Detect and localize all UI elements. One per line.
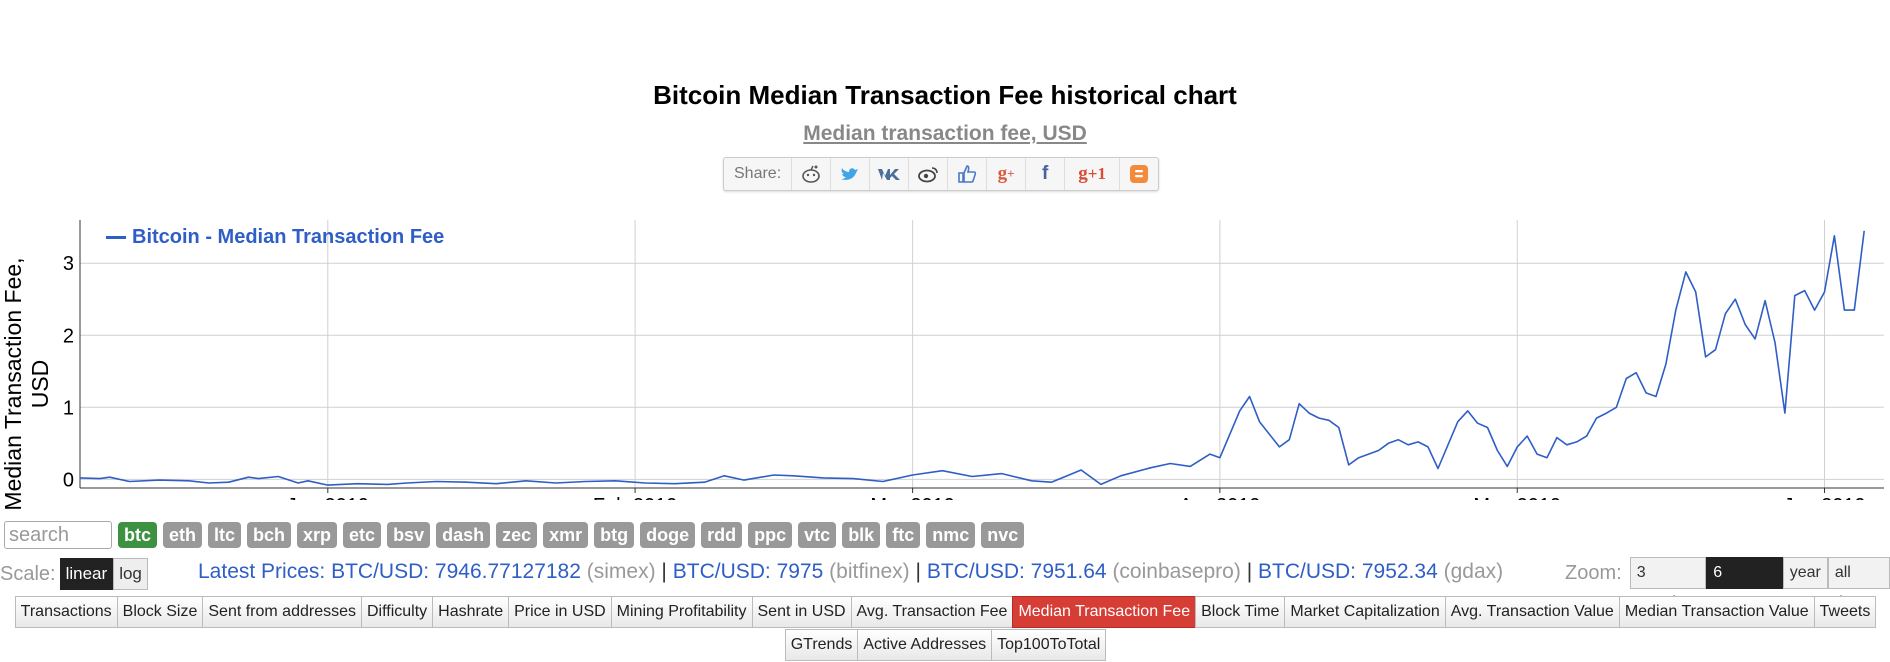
y-tick-label: 0 <box>63 469 74 491</box>
facebook-icon[interactable]: f <box>1026 158 1066 190</box>
price-exchange: (bitfinex) <box>829 560 910 583</box>
tab-market-capitalization[interactable]: Market Capitalization <box>1284 596 1446 628</box>
coin-ppc[interactable]: ppc <box>748 522 793 548</box>
tab-active-addresses[interactable]: Active Addresses <box>857 629 993 661</box>
coin-bsv[interactable]: bsv <box>387 522 431 548</box>
fee-line-chart[interactable]: 0 1 2 3 Jan 2019 Feb 2019 Mar 2019 Apr 2019 May … <box>0 210 1890 500</box>
coin-btc[interactable]: btc <box>118 522 157 548</box>
vk-icon[interactable] <box>870 158 910 190</box>
share-bar: Share: g + f g +1 <box>723 157 1160 191</box>
reddit-icon[interactable] <box>792 158 832 190</box>
coin-ltc[interactable]: ltc <box>208 522 242 548</box>
tab-tweets[interactable]: Tweets <box>1813 596 1877 628</box>
series-line <box>79 230 1865 486</box>
price-exchange: (coinbasepro) <box>1112 560 1241 583</box>
x-tick-label: Feb 2019 <box>593 495 678 500</box>
coin-dash[interactable]: dash <box>436 522 491 548</box>
tab-top100-to-total[interactable]: Top100ToTotal <box>991 629 1107 661</box>
zoom-6-months-button[interactable]: 6 months <box>1706 557 1783 611</box>
scale-control: Scale: linear log <box>0 558 148 590</box>
coin-nmc[interactable]: nmc <box>926 522 976 548</box>
price-exchange: (gdax) <box>1443 560 1504 583</box>
prices-lead: Latest Prices: <box>198 560 326 583</box>
metric-tabs: Transactions Block Size Sent from addres… <box>0 596 1890 662</box>
price-separator: | <box>661 560 667 583</box>
metric-tabs-row: GTrends Active Addresses Top100ToTotal <box>0 629 1890 662</box>
y-tick-label: 1 <box>63 397 74 419</box>
coin-eth[interactable]: eth <box>163 522 202 548</box>
coin-doge[interactable]: doge <box>640 522 696 548</box>
coin-btg[interactable]: btg <box>594 522 635 548</box>
price-separator: | <box>915 560 921 583</box>
tab-block-size[interactable]: Block Size <box>116 596 204 628</box>
tab-gtrends[interactable]: GTrends <box>784 629 859 661</box>
coin-etc[interactable]: etc <box>343 522 382 548</box>
coin-selector: search btc eth ltc bch xrp etc bsv dash … <box>4 521 1030 549</box>
chart-subtitle-link[interactable]: Median transaction fee, USD <box>803 122 1087 145</box>
coin-xrp[interactable]: xrp <box>297 522 338 548</box>
price-pair: BTC/USD: 7946.77127182 <box>331 560 581 583</box>
coin-xmr[interactable]: xmr <box>543 522 589 548</box>
blogger-icon[interactable] <box>1120 158 1158 190</box>
legend-series-name: Bitcoin - Median Transaction Fee <box>132 226 445 248</box>
coin-blk[interactable]: blk <box>842 522 881 548</box>
y-tick-label: 3 <box>63 253 74 275</box>
tab-mining-profitability[interactable]: Mining Profitability <box>610 596 753 628</box>
x-tick-label: Mar 2019 <box>870 495 955 500</box>
tab-avg-transaction-fee[interactable]: Avg. Transaction Fee <box>850 596 1014 628</box>
price-pair: BTC/USD: 7975 <box>672 560 824 583</box>
tab-sent-from-addresses[interactable]: Sent from addresses <box>202 596 362 628</box>
scale-linear-button[interactable]: linear <box>59 558 114 590</box>
coin-bch[interactable]: bch <box>247 522 292 548</box>
tab-median-transaction-fee[interactable]: Median Transaction Fee <box>1012 596 1197 628</box>
metric-tabs-row: Transactions Block Size Sent from addres… <box>0 596 1890 629</box>
tab-transactions[interactable]: Transactions <box>14 596 118 628</box>
share-label: Share: <box>724 158 793 190</box>
like-icon[interactable] <box>948 158 988 190</box>
coin-nvc[interactable]: nvc <box>981 522 1025 548</box>
tab-sent-in-usd[interactable]: Sent in USD <box>751 596 852 628</box>
zoom-all-time-button[interactable]: all time <box>1827 557 1890 611</box>
y-tick-label: 2 <box>63 325 74 347</box>
tab-avg-transaction-value[interactable]: Avg. Transaction Value <box>1444 596 1620 628</box>
x-tick-label: Apr 2019 <box>1179 495 1260 500</box>
x-tick-label: Jan 2019 <box>287 495 369 500</box>
tab-price-in-usd[interactable]: Price in USD <box>508 596 612 628</box>
google-plus-one-icon[interactable]: g +1 <box>1065 158 1121 190</box>
coin-ftc[interactable]: ftc <box>886 522 921 548</box>
tab-median-transaction-value[interactable]: Median Transaction Value <box>1618 596 1815 628</box>
x-tick-label: May 2019 <box>1473 495 1561 500</box>
scale-log-button[interactable]: log <box>113 558 148 590</box>
coin-rdd[interactable]: rdd <box>701 522 743 548</box>
coin-vtc[interactable]: vtc <box>798 522 837 548</box>
weibo-icon[interactable] <box>909 158 949 190</box>
zoom-control: Zoom: 3 months 6 months year all time <box>1565 557 1890 611</box>
price-pair: BTC/USD: 7951.64 <box>926 560 1107 583</box>
zoom-label: Zoom: <box>1565 561 1622 584</box>
legend-swatch <box>106 236 126 240</box>
zoom-year-button[interactable]: year <box>1782 557 1828 589</box>
y-axis-label: Median Transaction Fee, USD <box>0 257 53 511</box>
tab-block-time[interactable]: Block Time <box>1195 596 1286 628</box>
twitter-icon[interactable] <box>831 158 871 190</box>
scale-label: Scale: <box>0 562 56 585</box>
price-pair: BTC/USD: 7952.34 <box>1258 560 1438 583</box>
price-exchange: (simex) <box>586 560 656 583</box>
coin-search-input[interactable]: search <box>4 521 112 549</box>
tab-hashrate[interactable]: Hashrate <box>432 596 510 628</box>
coin-zec[interactable]: zec <box>496 522 538 548</box>
x-tick-label: Jun 2019 <box>1783 495 1865 500</box>
tab-difficulty[interactable]: Difficulty <box>361 596 434 628</box>
chart-legend[interactable]: Bitcoin - Median Transaction Fee <box>106 226 444 249</box>
chart-title: Bitcoin Median Transaction Fee historica… <box>653 80 1237 110</box>
price-separator: | <box>1246 560 1253 583</box>
latest-prices: Latest Prices: BTC/USD: 7946.77127182 (s… <box>198 560 1503 584</box>
zoom-3-months-button[interactable]: 3 months <box>1629 557 1707 611</box>
google-plus-icon[interactable]: g + <box>987 158 1027 190</box>
